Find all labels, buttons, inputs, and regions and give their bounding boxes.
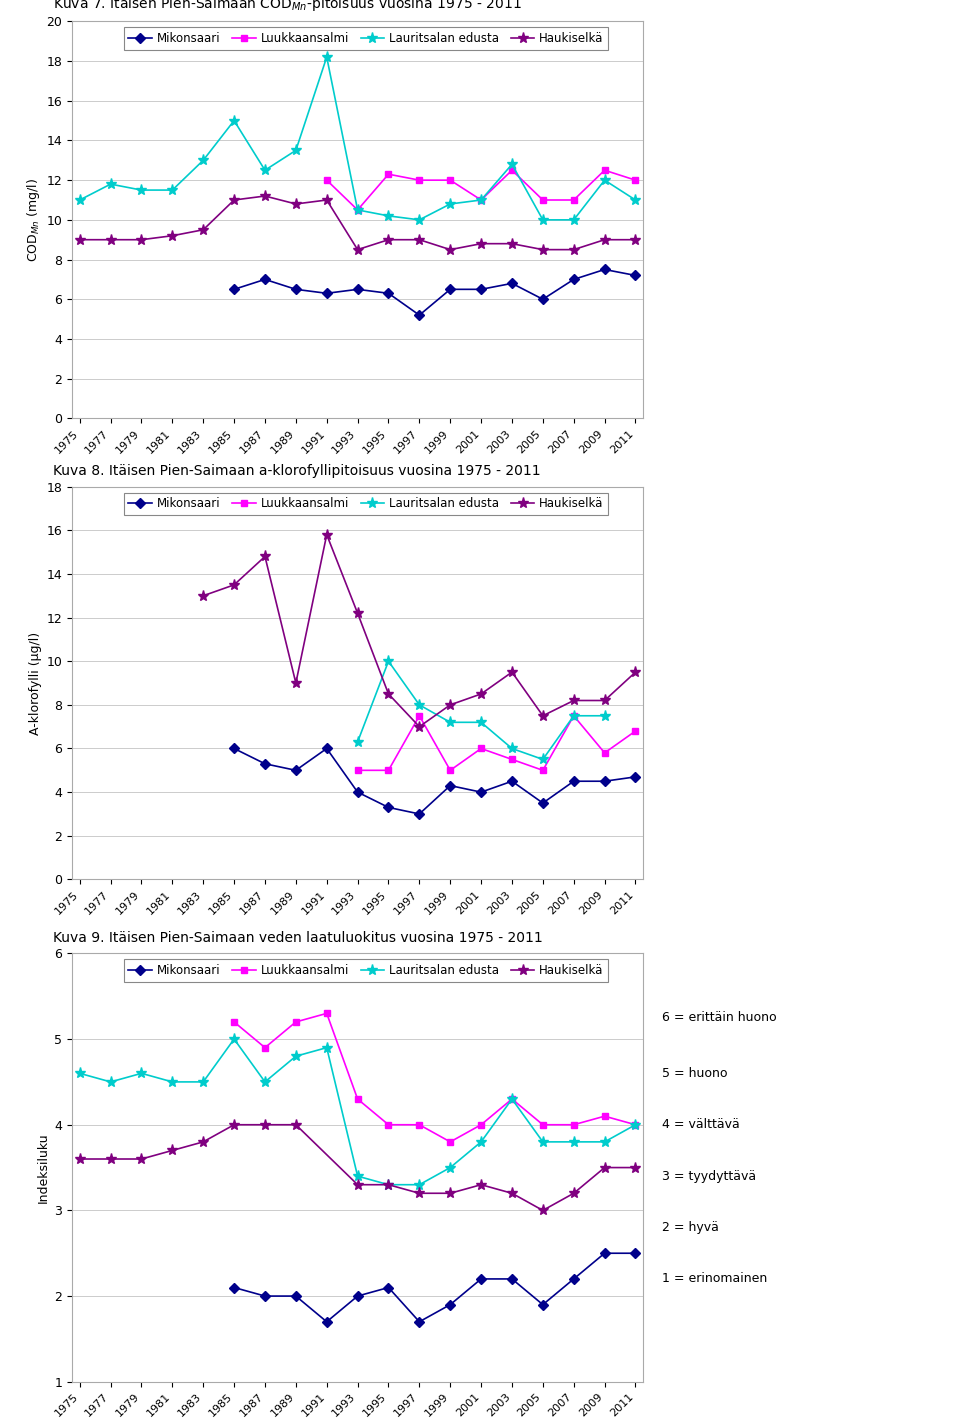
Y-axis label: COD$_{Mn}$ (mg/l): COD$_{Mn}$ (mg/l) [25,178,42,262]
Legend: Mikonsaari, Luukkaansalmi, Lauritsalan edusta, Haukiselkä: Mikonsaari, Luukkaansalmi, Lauritsalan e… [124,492,609,515]
Text: 4 = välttävä: 4 = välttävä [662,1118,740,1131]
Legend: Mikonsaari, Luukkaansalmi, Lauritsalan edusta, Haukiselkä: Mikonsaari, Luukkaansalmi, Lauritsalan e… [124,959,609,982]
Y-axis label: Indeksiluku: Indeksiluku [37,1133,50,1202]
Text: 2 = hyvä: 2 = hyvä [662,1221,719,1234]
Text: Kuva 8. Itäisen Pien-Saimaan a-klorofyllipitoisuus vuosina 1975 - 2011: Kuva 8. Itäisen Pien-Saimaan a-klorofyll… [53,464,540,478]
Text: 1 = erinomainen: 1 = erinomainen [662,1272,768,1285]
Text: 6 = erittäin huono: 6 = erittäin huono [662,1012,777,1025]
Text: Kuva 7. Itäisen Pien-Saimaan COD$_{Mn}$-pitoisuus vuosina 1975 - 2011: Kuva 7. Itäisen Pien-Saimaan COD$_{Mn}$-… [53,0,521,13]
Text: 5 = huono: 5 = huono [662,1067,728,1080]
Text: 3 = tyydyttävä: 3 = tyydyttävä [662,1170,756,1183]
Legend: Mikonsaari, Luukkaansalmi, Lauritsalan edusta, Haukiselkä: Mikonsaari, Luukkaansalmi, Lauritsalan e… [124,27,609,50]
Text: Kuva 9. Itäisen Pien-Saimaan veden laatuluokitus vuosina 1975 - 2011: Kuva 9. Itäisen Pien-Saimaan veden laatu… [53,931,542,945]
Y-axis label: A-klorofylli (µg/l): A-klorofylli (µg/l) [29,632,42,734]
